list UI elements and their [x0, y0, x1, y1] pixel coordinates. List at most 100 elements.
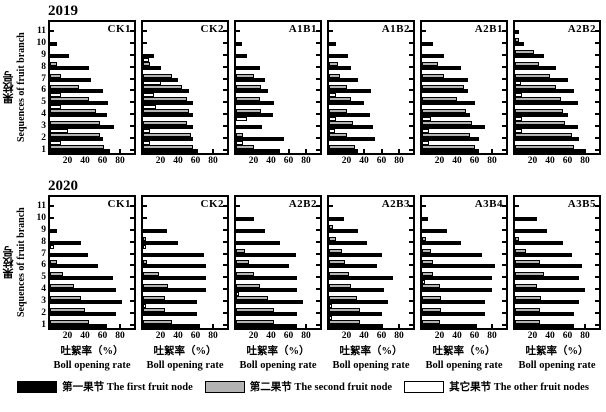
bar-first-branch-7: [143, 77, 178, 82]
bar-other-branch-5: [329, 93, 336, 98]
y-tick-mark: [316, 53, 320, 56]
x-tick-mark: [252, 324, 255, 328]
y-tick-mark: [316, 113, 320, 116]
x-tick-mark: [456, 324, 458, 328]
legend: 第一果节 The first fruit node 第二果节 The secon…: [0, 379, 606, 394]
y-tick-mark: [422, 29, 426, 32]
panel-title: CK1: [107, 198, 131, 210]
panel-title: CK2: [200, 23, 224, 35]
x-tick-mark: [438, 149, 441, 153]
y-tick-mark: [143, 41, 147, 44]
y-tick-mark: [409, 252, 413, 255]
bar-other-branch-4: [422, 280, 425, 285]
y-tick-mark: [316, 149, 320, 151]
bar-second-branch-1: [329, 145, 356, 149]
y-tick-mark: [143, 29, 147, 32]
bar-first-branch-7: [50, 252, 88, 257]
x-tick-label-80: 80: [301, 156, 311, 166]
x-tick-label-40: 40: [545, 331, 555, 341]
y-tick-mark: [223, 288, 227, 291]
x-tick-label-40: 40: [452, 331, 462, 341]
bar-second-branch-4: [236, 109, 261, 114]
y-tick-mark: [595, 41, 599, 44]
y-tick-mark: [595, 53, 599, 56]
bar-first-branch-7: [515, 252, 572, 257]
bar-first-branch-5: [236, 276, 298, 281]
y-tick-mark: [316, 77, 320, 80]
y-tick-mark: [316, 276, 320, 279]
bar-other-branch-3: [329, 117, 336, 122]
x-tick-label-20: 20: [434, 156, 445, 166]
panel-2019-a2b2: A2B2: [513, 20, 601, 155]
bar-first-branch-6: [515, 264, 583, 269]
bar-second-branch-8: [329, 236, 336, 241]
y-tick-mark: [409, 65, 413, 68]
y-tick-mark: [130, 252, 134, 255]
bar-first-branch-11: [515, 29, 520, 34]
x-tick-mark: [549, 149, 551, 153]
legend-label-other-fruit-nodes: 其它果节 The other fruit nodes: [449, 382, 589, 393]
bar-first-branch-9: [515, 228, 548, 233]
bar-first-branch-5: [50, 276, 113, 281]
x-axis-label-cn: 吐絮率（%）: [525, 346, 589, 357]
y-tick-label-9: 9: [41, 224, 46, 235]
panels-2019: CK1 20 40 60 80 CK2 20 40 60 80 A1B1 20 40 60 80 A1B2 20…: [48, 20, 601, 168]
y-tick-mark: [130, 29, 134, 32]
bar-second-branch-1: [422, 320, 440, 324]
panel-2019-a2b1: A2B1: [420, 20, 508, 155]
bar-first-branch-5: [236, 101, 274, 106]
bar-second-branch-7: [422, 248, 431, 253]
y-tick-mark: [223, 65, 227, 68]
x-tick-label-60: 60: [190, 156, 201, 166]
y-tick-mark: [50, 204, 54, 207]
bar-second-branch-4: [143, 109, 189, 114]
bar-first-branch-8: [50, 65, 90, 70]
panel-wrap-2019-a1b1: A1B1 20 40 60 80: [234, 20, 322, 168]
y-tick-label-1: 1: [41, 145, 46, 155]
bar-first-branch-9: [329, 53, 349, 58]
y-tick-mark: [143, 204, 147, 207]
x-tick-mark: [566, 149, 569, 153]
bar-first-branch-9: [422, 53, 444, 58]
bar-second-branch-4: [236, 284, 260, 289]
bar-second-branch-6: [50, 85, 79, 90]
x-tick-label-20: 20: [248, 156, 259, 166]
bar-first-branch-10: [515, 216, 537, 221]
bar-second-branch-3: [515, 121, 565, 126]
bar-first-branch-5: [329, 101, 364, 106]
bar-first-branch-10: [236, 41, 243, 46]
panels-2020: CK1 20 40 60 80 吐絮率（%） Boll opening rate CK2 20 4…: [48, 195, 601, 372]
bar-first-branch-9: [329, 228, 358, 233]
bar-other-branch-2: [50, 129, 68, 134]
bar-second-branch-5: [143, 272, 159, 277]
y-tick-mark: [223, 228, 227, 231]
bar-second-branch-8: [422, 236, 427, 241]
y-tick-label-4: 4: [41, 109, 46, 120]
panel-wrap-2020-ck1: CK1 20 40 60 80 吐絮率（%） Boll opening rate: [48, 195, 136, 372]
x-tick-mark: [287, 149, 290, 153]
bar-first-branch-10: [422, 41, 434, 46]
bar-second-branch-8: [515, 236, 520, 241]
y-tick-mark: [595, 324, 599, 326]
x-tick-label-20: 20: [434, 331, 445, 341]
bar-first-branch-6: [422, 264, 495, 269]
x-tick-mark: [531, 324, 534, 328]
bar-first-branch-2: [236, 137, 285, 142]
bar-first-branch-10: [236, 216, 254, 221]
bar-other-branch-7: [50, 244, 55, 249]
panel-2020-ck2: CK2: [141, 195, 229, 330]
bar-second-branch-6: [236, 260, 250, 265]
bar-other-branch-2: [143, 129, 150, 134]
y-tick-mark: [130, 101, 134, 104]
bar-first-branch-2: [236, 312, 298, 317]
y-tick-mark: [515, 204, 519, 207]
legend-item-other-fruit-nodes: 其它果节 The other fruit nodes: [404, 379, 589, 394]
y-tick-mark: [130, 65, 134, 68]
bar-first-branch-10: [515, 41, 524, 46]
bar-second-branch-3: [422, 296, 442, 301]
bar-second-branch-5: [236, 97, 260, 102]
x-tick-mark: [84, 149, 86, 153]
y-tick-mark: [316, 137, 320, 140]
bar-second-branch-1: [329, 320, 360, 324]
bar-first-branch-4: [143, 113, 193, 118]
